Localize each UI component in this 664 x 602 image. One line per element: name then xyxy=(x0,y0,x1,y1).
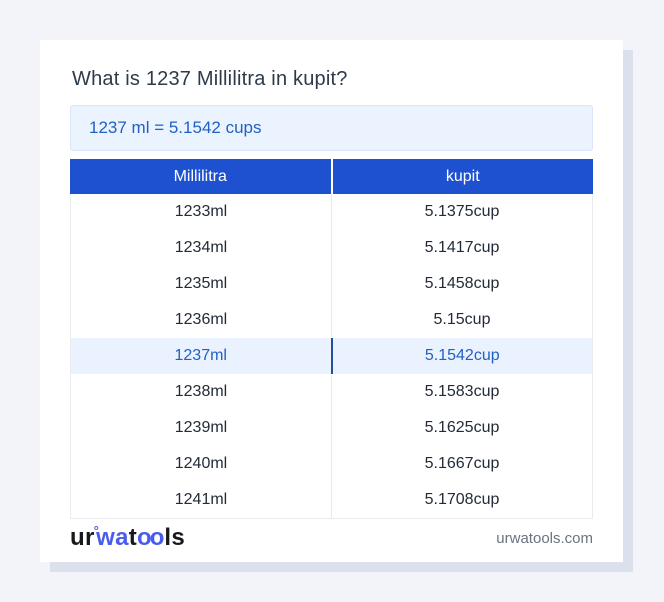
table-cell-cup: 5.1667cup xyxy=(424,455,500,472)
logo-text-wa: wa xyxy=(96,524,129,551)
table-cell-ml: 1236ml xyxy=(71,302,332,338)
site-url: urwatools.com xyxy=(496,529,593,547)
table-header-kupit: kupit xyxy=(445,167,480,185)
table-row: 1241ml 5.1708cup xyxy=(71,482,592,518)
logo-text-ls: ls xyxy=(164,524,185,551)
urwatools-logo[interactable]: ur°watools xyxy=(70,523,185,551)
table-row: 1233ml 5.1375cup xyxy=(71,194,592,230)
card-footer: ur°watools urwatools.com xyxy=(70,519,593,557)
table-cell-cup: 5.1542cup xyxy=(424,347,500,364)
table-cell-cup: 5.15cup xyxy=(433,311,491,328)
table-row: 1240ml 5.1667cup xyxy=(71,446,592,482)
table-cell-ml: 1234ml xyxy=(71,230,332,266)
conversion-result-text: 1237 ml = 5.1542 cups xyxy=(89,118,262,137)
conversion-table: Millilitra kupit 1233ml 5.1375cup 1234ml… xyxy=(70,159,593,519)
conversion-result-box: 1237 ml = 5.1542 cups xyxy=(70,105,593,151)
logo-text-ur: ur xyxy=(70,524,95,551)
table-row: 1236ml 5.15cup xyxy=(71,302,592,338)
table-cell-ml: 1237ml xyxy=(71,338,333,374)
table-row: 1237ml 5.1542cup xyxy=(71,338,592,374)
table-row: 1234ml 5.1417cup xyxy=(71,230,592,266)
logo-ring-icon: ° xyxy=(93,523,100,538)
logo-text-t: t xyxy=(128,524,138,551)
table-header-millilitra: Millilitra xyxy=(70,159,333,194)
table-cell-ml: 1238ml xyxy=(71,374,332,410)
table-cell-ml: 1233ml xyxy=(71,194,332,230)
converter-card: What is 1237 Millilitra in kupit? 1237 m… xyxy=(40,40,623,562)
table-cell-cup: 5.1583cup xyxy=(424,383,500,400)
table-cell-ml: 1241ml xyxy=(71,482,332,518)
logo-text-oo: oo xyxy=(137,524,164,551)
table-body: 1233ml 5.1375cup 1234ml 5.1417cup 1235ml… xyxy=(70,194,593,519)
table-cell-ml: 1239ml xyxy=(71,410,332,446)
page-title: What is 1237 Millilitra in kupit? xyxy=(72,68,348,90)
table-cell-ml: 1235ml xyxy=(71,266,332,302)
table-cell-cup: 5.1375cup xyxy=(424,203,500,220)
table-cell-ml: 1240ml xyxy=(71,446,332,482)
table-row: 1239ml 5.1625cup xyxy=(71,410,592,446)
table-cell-cup: 5.1625cup xyxy=(424,419,500,436)
table-row: 1235ml 5.1458cup xyxy=(71,266,592,302)
table-row: 1238ml 5.1583cup xyxy=(71,374,592,410)
table-header-row: Millilitra kupit xyxy=(70,159,593,194)
table-cell-cup: 5.1417cup xyxy=(424,239,500,256)
table-cell-cup: 5.1708cup xyxy=(424,491,500,508)
table-cell-cup: 5.1458cup xyxy=(424,275,500,292)
